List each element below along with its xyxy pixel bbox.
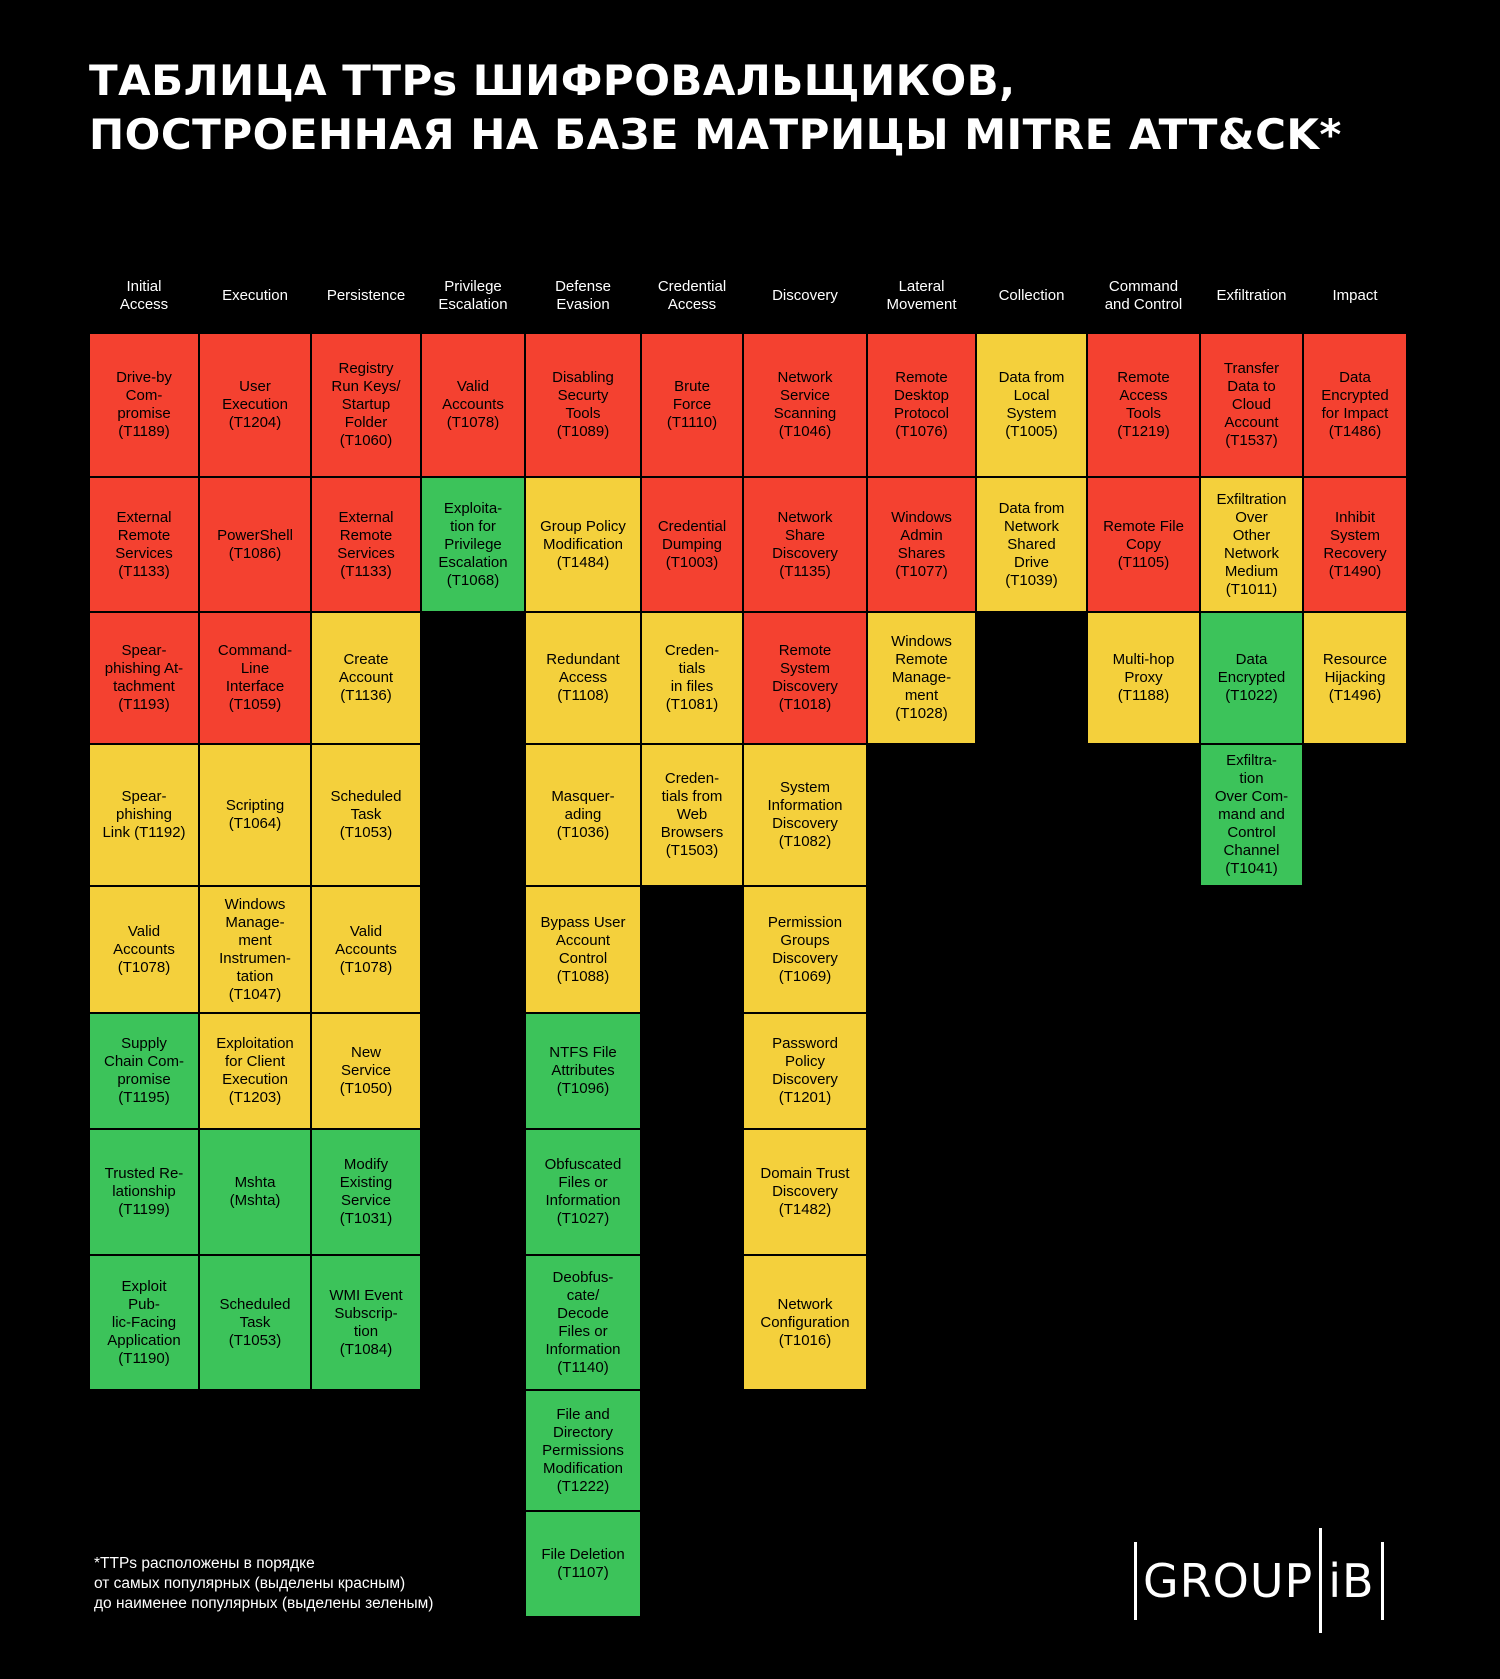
column-header-discovery: Discovery (772, 287, 838, 304)
tactic-headers: Initial Access Execution Persistence Privil… (0, 272, 1500, 328)
ttp-cell-execution-2: PowerShell (T1086) (199, 477, 311, 612)
ttp-cell-execution-3: Command- Line Interface (T1059) (199, 612, 311, 744)
column-header-credential-access: Credential Access (657, 278, 727, 313)
ttp-cell-discovery-1: Network Service Scanning (T1046) (743, 333, 867, 477)
ttp-cell-privilege-escalation-2: Exploita- tion for Privilege Escalation … (421, 477, 525, 612)
ttp-cell-defense-evasion-1: Disabling Securty Tools (T1089) (525, 333, 641, 477)
ttp-cell-exfiltration-1: Transfer Data to Cloud Account (T1537) (1200, 333, 1303, 477)
ttp-cell-privilege-escalation-1: Valid Accounts (T1078) (421, 333, 525, 477)
ttp-cell-exfiltration-4: Exfiltra- tion Over Com- mand and Contro… (1200, 744, 1303, 886)
ttp-cell-persistence-7: Modify Existing Service (T1031) (311, 1129, 421, 1255)
ttp-cell-exfiltration-3: Data Encrypted (T1022) (1200, 612, 1303, 744)
ttp-cell-credential-access-3: Creden- tials in files (T1081) (641, 612, 743, 744)
ttp-cell-lateral-movement-1: Remote Desktop Protocol (T1076) (867, 333, 976, 477)
column-header-exfiltration: Exfiltration (1216, 287, 1287, 304)
ttp-cell-command-and-control-3: Multi-hop Proxy (T1188) (1087, 612, 1200, 744)
column-header-collection: Collection (998, 287, 1065, 304)
footnote: *TTPs расположены в порядке от самых поп… (94, 1555, 434, 1612)
ttp-cell-persistence-3: Create Account (T1136) (311, 612, 421, 744)
ttp-cell-persistence-2: External Remote Services (T1133) (311, 477, 421, 612)
ttp-cell-defense-evasion-10: File Deletion (T1107) (525, 1511, 641, 1617)
ttp-cell-execution-6: Exploitation for Client Execution (T1203… (199, 1013, 311, 1129)
ttp-cell-discovery-7: Domain Trust Discovery (T1482) (743, 1129, 867, 1255)
ttp-cell-collection-1: Data from Local System (T1005) (976, 333, 1087, 477)
ttp-cell-initial-access-6: Supply Chain Com- promise (T1195) (89, 1013, 199, 1129)
ttp-cell-persistence-1: Registry Run Keys/ Startup Folder (T1060… (311, 333, 421, 477)
ttp-cell-execution-5: Windows Manage- ment Instrumen- tation (… (199, 886, 311, 1013)
logo-bar-right (1380, 1541, 1384, 1620)
ttp-cell-exfiltration-2: Exfiltration Over Other Network Medium (… (1200, 477, 1303, 612)
ttp-cell-defense-evasion-2: Group Policy Modification (T1484) (525, 477, 641, 612)
ttp-cell-defense-evasion-7: Obfuscated Files or Information (T1027) (525, 1129, 641, 1255)
ttp-cell-credential-access-1: Brute Force (T1110) (641, 333, 743, 477)
ttp-cell-command-and-control-2: Remote File Copy (T1105) (1087, 477, 1200, 612)
ttp-cell-defense-evasion-4: Masquer- ading (T1036) (525, 744, 641, 886)
group-ib-logo: GROUP iB (1134, 1528, 1414, 1633)
ttp-cell-impact-3: Resource Hijacking (T1496) (1303, 612, 1407, 744)
ttp-cell-discovery-8: Network Configuration (T1016) (743, 1255, 867, 1390)
column-header-command-and-control: Command and Control (1104, 278, 1183, 313)
ttp-cell-initial-access-4: Spear- phishing Link (T1192) (89, 744, 199, 886)
title-line-1: ТАБЛИЦА TTPs ШИФРОВАЛЬЩИКОВ, (89, 56, 1016, 105)
column-header-defense-evasion: Defense Evasion (555, 278, 611, 313)
logo-bar-middle (1319, 1528, 1323, 1633)
ttp-cell-execution-8: Scheduled Task (T1053) (199, 1255, 311, 1390)
ttp-cell-execution-4: Scripting (T1064) (199, 744, 311, 886)
ttp-cell-defense-evasion-5: Bypass User Account Control (T1088) (525, 886, 641, 1013)
logo-word-left: GROUP (1143, 1553, 1314, 1608)
column-header-initial-access: Initial Access (119, 278, 169, 313)
column-header-persistence: Persistence (326, 287, 406, 304)
ttp-cell-discovery-2: Network Share Discovery (T1135) (743, 477, 867, 612)
logo-word-right: iB (1328, 1553, 1375, 1608)
ttp-cell-defense-evasion-6: NTFS File Attributes (T1096) (525, 1013, 641, 1129)
ttp-cell-lateral-movement-3: Windows Remote Manage- ment (T1028) (867, 612, 976, 744)
ttp-cell-credential-access-4: Creden- tials from Web Browsers (T1503) (641, 744, 743, 886)
page-title: ТАБЛИЦА TTPs ШИФРОВАЛЬЩИКОВ, ПОСТРОЕННАЯ… (89, 54, 1449, 162)
ttp-cell-discovery-4: System Information Discovery (T1082) (743, 744, 867, 886)
ttp-cell-persistence-4: Scheduled Task (T1053) (311, 744, 421, 886)
ttp-cell-initial-access-7: Trusted Re- lationship (T1199) (89, 1129, 199, 1255)
ttp-cell-defense-evasion-9: File and Directory Permissions Modificat… (525, 1390, 641, 1511)
logo-bar-left (1134, 1541, 1137, 1620)
ttp-cell-persistence-6: New Service (T1050) (311, 1013, 421, 1129)
ttp-cell-discovery-3: Remote System Discovery (T1018) (743, 612, 867, 744)
ttp-cell-initial-access-3: Spear- phishing At- tachment (T1193) (89, 612, 199, 744)
ttp-cell-initial-access-2: External Remote Services (T1133) (89, 477, 199, 612)
ttp-cell-execution-1: User Execution (T1204) (199, 333, 311, 477)
ttp-cell-execution-7: Mshta (Mshta) (199, 1129, 311, 1255)
title-line-2: ПОСТРОЕННАЯ НА БАЗЕ МАТРИЦЫ MITRE ATT&CK… (89, 110, 1342, 159)
ttp-cell-defense-evasion-8: Deobfus- cate/ Decode Files or Informati… (525, 1255, 641, 1390)
ttp-cell-impact-1: Data Encrypted for Impact (T1486) (1303, 333, 1407, 477)
ttp-cell-command-and-control-1: Remote Access Tools (T1219) (1087, 333, 1200, 477)
ttp-cell-impact-2: Inhibit System Recovery (T1490) (1303, 477, 1407, 612)
ttp-cell-defense-evasion-3: Redundant Access (T1108) (525, 612, 641, 744)
ttp-cell-persistence-8: WMI Event Subscrip- tion (T1084) (311, 1255, 421, 1390)
ttp-cell-persistence-5: Valid Accounts (T1078) (311, 886, 421, 1013)
column-header-privilege-escalation: Privilege Escalation (438, 278, 508, 313)
ttp-cell-discovery-6: Password Policy Discovery (T1201) (743, 1013, 867, 1129)
ttp-cell-lateral-movement-2: Windows Admin Shares (T1077) (867, 477, 976, 612)
ttp-cell-collection-2: Data from Network Shared Drive (T1039) (976, 477, 1087, 612)
ttp-cell-initial-access-5: Valid Accounts (T1078) (89, 886, 199, 1013)
column-header-impact: Impact (1332, 287, 1378, 304)
column-header-execution: Execution (222, 287, 288, 304)
ttp-cell-credential-access-2: Credential Dumping (T1003) (641, 477, 743, 612)
ttp-cell-initial-access-1: Drive-by Com- promise (T1189) (89, 333, 199, 477)
ttp-cell-discovery-5: Permission Groups Discovery (T1069) (743, 886, 867, 1013)
ttp-cell-initial-access-8: Exploit Pub- lic-Facing Application (T11… (89, 1255, 199, 1390)
column-header-lateral-movement: Lateral Movement (886, 278, 957, 313)
